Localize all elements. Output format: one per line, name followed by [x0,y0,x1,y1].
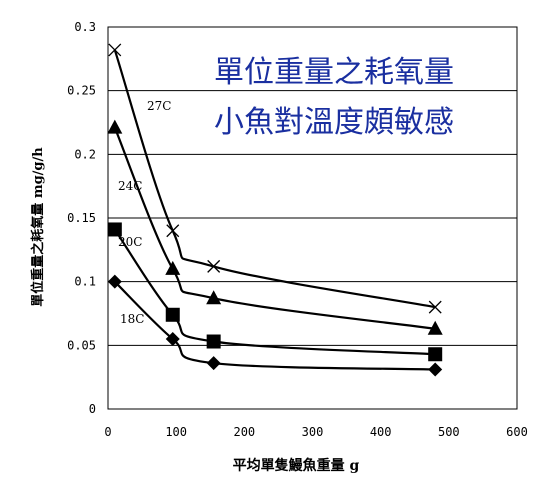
series-line-20C [113,228,436,356]
y-axis-label: 單位重量之耗氧量 mg/g/h [30,147,46,307]
series-line-27C [113,49,436,309]
data-point-18C [206,356,221,371]
x-marker-stroke [428,300,442,314]
data-point-24C [107,119,123,134]
x-axis-label: 平均單隻鰻魚重量 g [233,457,360,474]
series-markers [107,43,443,377]
data-point-24C [427,320,443,335]
y-tick-label: 0.05 [67,338,96,352]
y-tick-label: 0.2 [74,147,96,161]
chart-title-line-2: 小魚對溫度頗敏感 [214,105,454,140]
data-point-20C [206,334,221,349]
data-point-18C [165,331,180,346]
grid-lines [108,90,517,346]
data-point-27C [166,224,180,238]
x-tick-label: 0 [104,425,111,439]
y-tick-label: 0.1 [74,275,96,289]
x-tick-label: 100 [165,425,187,439]
data-point-27C [207,259,221,273]
x-marker-stroke [166,224,180,238]
series-label-18C: 18C [120,312,144,326]
y-tick-label: 0.15 [67,211,96,225]
chart-title-line-1: 單位重量之耗氧量 [214,55,454,90]
data-point-18C [107,274,122,289]
y-tick-labels: 0 0.05 0.1 0.15 0.2 0.25 0.3 [67,20,96,416]
y-tick-label: 0.3 [74,20,96,34]
x-marker-stroke [108,43,122,57]
x-tick-label: 400 [370,425,392,439]
data-point-27C [428,300,442,314]
x-tick-label: 200 [233,425,255,439]
series-label-20C: 20C [118,235,142,249]
x-tick-labels: 0 100 200 300 400 500 600 [104,425,527,439]
y-tick-label: 0 [89,402,96,416]
series-label-27C: 27C [147,99,171,113]
y-tick-label: 0.25 [67,84,96,98]
series-line-24C [113,127,436,330]
series-line-18C [114,280,436,371]
x-marker-stroke [207,259,221,273]
x-tick-label: 300 [302,425,324,439]
data-point-20C [428,347,443,362]
series-lines [113,49,436,371]
data-point-27C [108,43,122,57]
data-point-20C [165,307,180,322]
x-tick-label: 500 [438,425,460,439]
x-tick-label: 600 [506,425,528,439]
series-label-24C: 24C [118,179,142,193]
data-point-20C [107,222,122,237]
data-point-18C [428,362,443,377]
data-point-24C [206,290,222,305]
series-labels: 27C 24C 20C 18C [118,99,171,326]
data-point-24C [165,260,181,275]
